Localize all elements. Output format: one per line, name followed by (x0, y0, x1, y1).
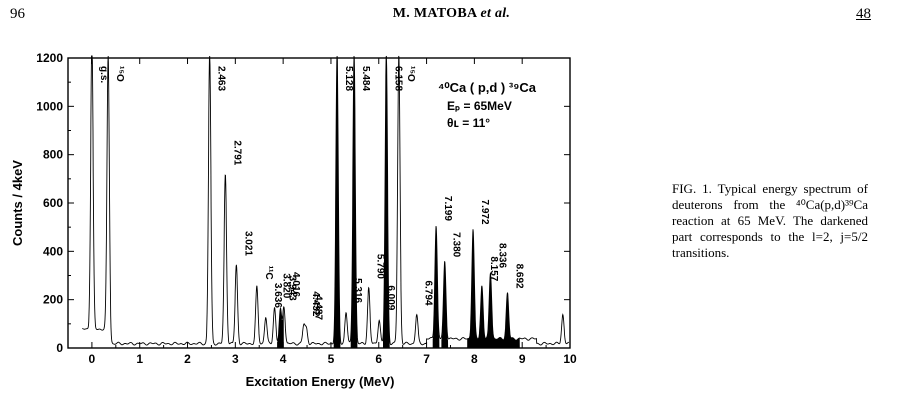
plot-frame (67, 57, 571, 349)
peak-label: 8.692 (513, 264, 524, 289)
legend-energy: Eₚ = 65MeV (447, 99, 512, 113)
legend-reaction: ⁴⁰Ca ( p,d ) ³⁹Ca (438, 80, 537, 95)
y-tick-label: 200 (43, 293, 63, 307)
x-tick-label: 9 (519, 352, 526, 366)
peak-label: 4.487 (312, 295, 323, 320)
peak-label: 6.794 (423, 281, 434, 306)
energy-spectrum-chart: 0 200 400 600 800 1000 1200 0 1 2 3 4 5 6 7 8 9 10 g.s. ¹… (10, 51, 577, 389)
x-tick-label: 10 (563, 352, 577, 366)
peak-label: 4.016 (290, 272, 301, 297)
x-tick-label: 1 (136, 352, 143, 366)
running-header: M. MATOBA et al. (0, 6, 903, 22)
peak-label: 8.336 (496, 243, 507, 268)
y-axis-label: Counts / 4keV (10, 160, 25, 246)
y-axis-ticks: 0 200 400 600 800 1000 1200 (36, 51, 570, 355)
peak-label: 3.943 (286, 276, 297, 301)
peak-label: 8.157 (488, 256, 499, 281)
peak-label: 5.128 (343, 66, 354, 91)
y-tick-label: 400 (43, 244, 63, 258)
peak-label: 3.636 (272, 283, 283, 308)
peak-label: 7.972 (479, 200, 490, 225)
peak-label: 6.158 (392, 66, 403, 91)
peak-label: 2.463 (216, 66, 227, 91)
legend-angle: θʟ = 11° (447, 116, 490, 130)
y-tick-label: 0 (56, 341, 63, 355)
peak-labels: g.s. ¹⁵O 2.463 2.791 3.021 ¹¹C 3.6363.8203.943… (98, 66, 525, 320)
peak-label: ¹¹C (263, 266, 274, 280)
peak-label: 4.432 (310, 291, 321, 316)
peak-label: 5.790 (375, 254, 386, 279)
peak-label: g.s. (98, 66, 109, 83)
x-tick-label: 2 (184, 352, 191, 366)
y-tick-label: 600 (43, 196, 63, 210)
header-author: M. MATOBA (392, 6, 477, 21)
x-axis-ticks: 0 1 2 3 4 5 6 7 8 9 10 (89, 58, 577, 366)
peak-label: ¹⁵O (114, 66, 125, 82)
y-tick-label: 800 (43, 148, 63, 162)
page-number: 96 (10, 6, 25, 22)
peak-label: 2.791 (231, 140, 242, 165)
peak-label: ¹⁵O (405, 66, 416, 82)
x-tick-label: 0 (89, 352, 96, 366)
x-tick-label: 4 (280, 352, 287, 366)
peak-label: 7.199 (442, 196, 453, 221)
figure-caption: FIG. 1. Typical energy spectrum of deute… (672, 181, 868, 260)
x-tick-label: 5 (328, 352, 335, 366)
peak-label: 6.009 (385, 285, 396, 310)
peak-label: 5.484 (360, 66, 371, 91)
peak-label: 7.380 (451, 232, 462, 257)
peak-label: 5.316 (352, 278, 363, 303)
header-etal: et al. (480, 6, 511, 21)
x-tick-label: 7 (423, 352, 430, 366)
x-tick-label: 3 (232, 352, 239, 366)
x-tick-label: 8 (471, 352, 478, 366)
peak-label: 3.021 (242, 231, 253, 256)
spectrum-line (82, 55, 570, 346)
y-tick-label: 1000 (36, 99, 63, 113)
x-axis-label: Excitation Energy (MeV) (246, 374, 395, 389)
y-tick-label: 1200 (36, 51, 63, 65)
x-tick-label: 6 (375, 352, 382, 366)
volume-number: 48 (856, 6, 871, 22)
peak-label: 3.820 (281, 273, 292, 298)
